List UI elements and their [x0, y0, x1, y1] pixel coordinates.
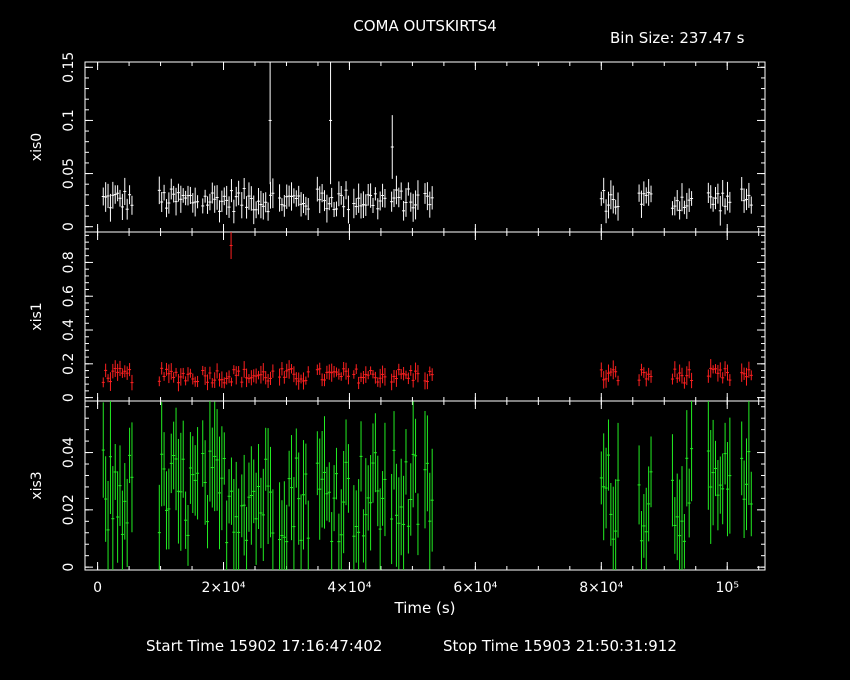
y-tick-label-xis1: 0 [61, 393, 77, 402]
y-tick-label-xis1: 0.8 [61, 251, 77, 273]
y-tick-label-xis1: 0.2 [61, 353, 77, 375]
y-tick-label-xis0: 0.1 [61, 109, 77, 131]
x-axis-title-text: Time (s) [394, 599, 456, 617]
y-tick-label-xis3: 0.04 [61, 437, 77, 468]
y-axis-label-xis3: xis3 [29, 471, 45, 499]
panel-frame-xis3 [84, 400, 766, 571]
panel-frame-xis0 [84, 61, 766, 233]
y-tick-label-xis0: 0 [61, 222, 77, 231]
y-tick-label-xis3: 0 [61, 563, 77, 572]
x-tick-label: 2×10⁴ [201, 580, 245, 596]
x-tick-label: 6×10⁴ [453, 580, 497, 596]
x-axis-title: Time (s) [0, 599, 850, 617]
start-time-label: Start Time 15902 17:16:47:402 [146, 637, 383, 655]
y-tick-label-xis0: 0.05 [61, 158, 77, 189]
y-tick-label-xis1: 0.4 [61, 319, 77, 341]
y-axis-label-xis1: xis1 [29, 302, 45, 330]
x-tick-label: 10⁵ [716, 580, 739, 596]
y-axis-label-xis0: xis0 [29, 133, 45, 161]
y-tick-label-xis3: 0.02 [61, 494, 77, 525]
x-tick-label: 0 [93, 580, 102, 596]
y-tick-label-xis0: 0.15 [61, 52, 77, 83]
chart-title: COMA OUTSKIRTS4 [353, 17, 497, 35]
x-tick-label: 8×10⁴ [579, 580, 623, 596]
bin-size-label: Bin Size: 237.47 s [610, 29, 745, 47]
y-tick-label-xis1: 0.6 [61, 285, 77, 307]
x-tick-label: 4×10⁴ [327, 580, 371, 596]
stop-time-label: Stop Time 15903 21:50:31:912 [443, 637, 677, 655]
